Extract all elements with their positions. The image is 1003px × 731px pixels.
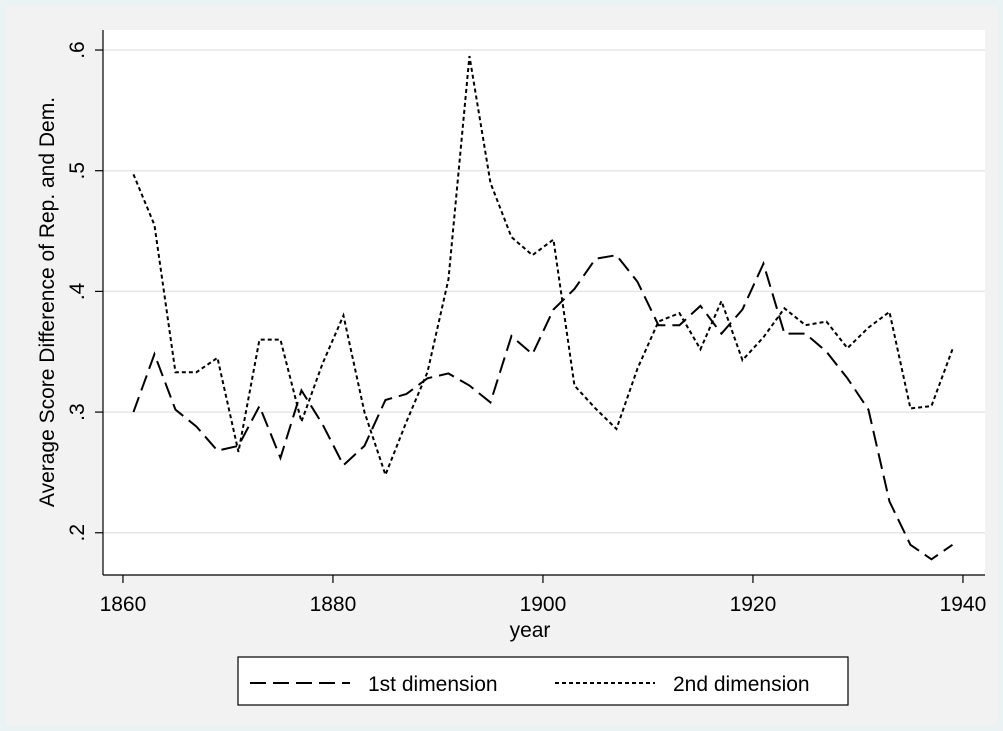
y-tick-label: .4 [66,282,89,300]
x-axis-title: year [510,619,551,642]
series-line [132,254,954,561]
x-tick-label: 1900 [520,593,567,616]
legend [237,656,849,706]
y-tick-label: .3 [66,403,89,421]
series-line [132,55,954,478]
legend-label: 1st dimension [368,673,498,696]
x-tick-label: 1860 [100,593,147,616]
y-tick-label: .6 [66,41,89,59]
y-tick-label: .5 [66,162,89,180]
legend-label: 2nd dimension [673,673,810,696]
x-tick-label: 1940 [940,593,987,616]
y-tick-label: .2 [66,524,89,542]
x-tick-label: 1880 [310,593,357,616]
y-axis-title: Average Score Difference of Rep. and Dem… [36,97,59,507]
plot-area [103,30,985,575]
x-tick-label: 1920 [730,593,777,616]
